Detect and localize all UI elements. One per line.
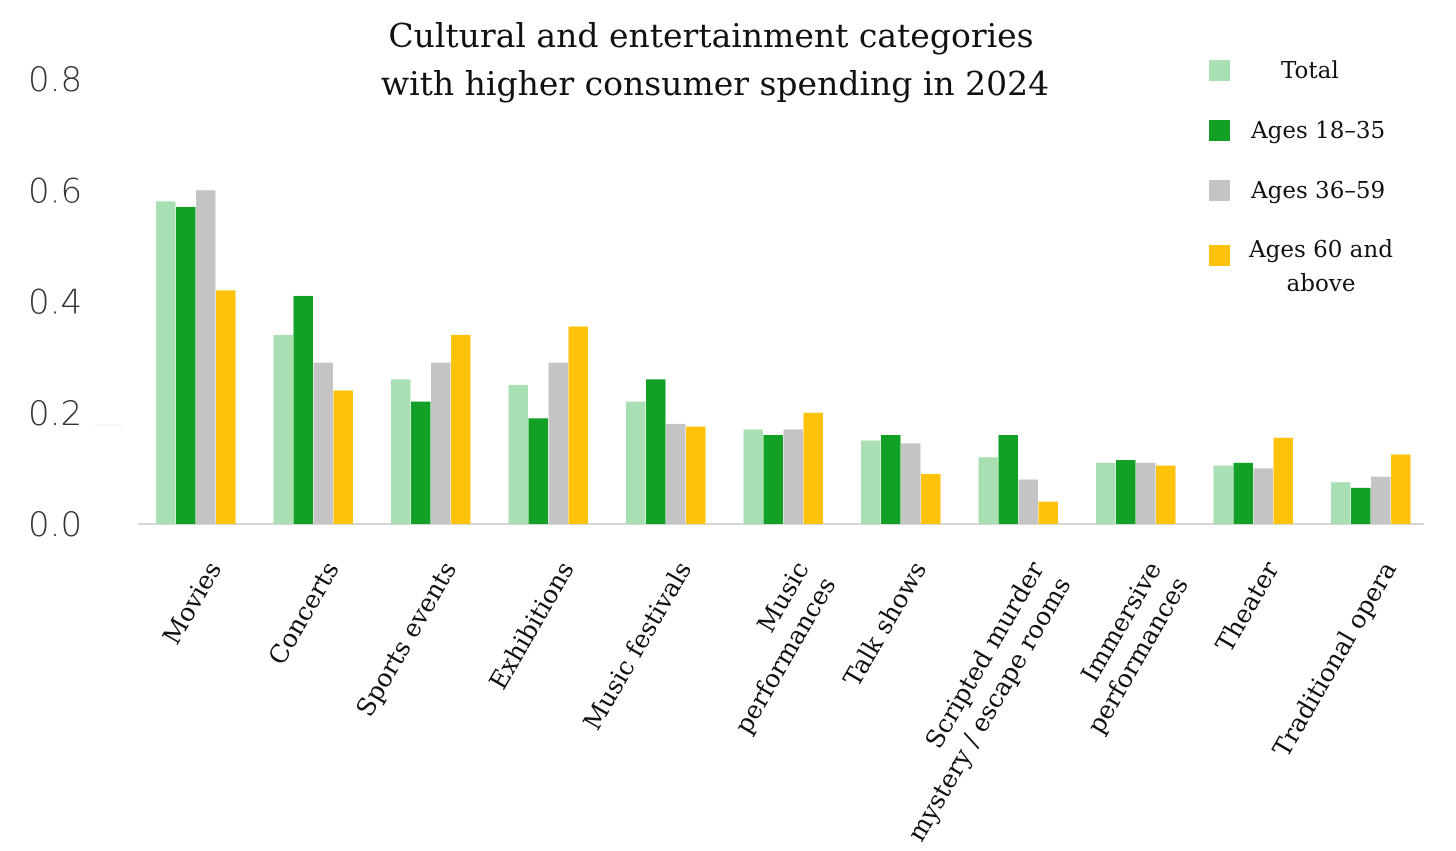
y-tick-label: 0.8 <box>28 60 82 100</box>
category-label: Exhibitions <box>483 557 579 695</box>
bar <box>1273 437 1293 524</box>
category-label: Immersiveperformances <box>1054 557 1194 739</box>
legend-swatch <box>1209 60 1230 81</box>
legend-label: Ages 36–59 <box>1250 178 1385 204</box>
bar <box>686 426 706 524</box>
bar <box>763 435 783 524</box>
y-tick-label: 0.2 <box>28 394 82 434</box>
bar <box>216 290 236 524</box>
category-label: Sports events <box>350 557 462 722</box>
category-labels: Movies Concerts Sports events ExhibitionsMu… <box>157 556 1402 846</box>
bar <box>568 326 588 524</box>
legend-label: Ages 18–35 <box>1250 118 1385 144</box>
category-label: Movies <box>157 557 227 650</box>
bar <box>176 206 196 524</box>
legend-label: Ages 60 and above <box>1248 237 1393 297</box>
bar <box>1331 482 1351 524</box>
bar <box>1136 462 1156 524</box>
bar <box>451 334 471 524</box>
bar <box>901 443 921 524</box>
legend-swatch <box>1209 245 1230 266</box>
category-label-line: Talk shows <box>838 557 933 692</box>
legend-swatch <box>1209 180 1230 201</box>
bar <box>978 457 998 524</box>
bar <box>1253 468 1273 524</box>
bar <box>508 384 528 524</box>
bar <box>1038 501 1058 524</box>
category-label-line: Concerts <box>263 557 345 670</box>
category-label: Concerts <box>263 557 345 670</box>
bar <box>431 362 451 524</box>
bar <box>411 401 431 524</box>
bar <box>1156 465 1176 524</box>
bar <box>1116 460 1136 524</box>
category-label: Talk shows <box>838 557 933 692</box>
chart-title-line-2: with higher consumer spending in 2024 <box>381 64 1049 103</box>
chart-title-line-1: Cultural and entertainment categories <box>388 16 1033 55</box>
bar <box>196 190 216 524</box>
legend: Total Ages 18–35 Ages 36–59 Ages 60 and abov… <box>1209 58 1393 297</box>
bar <box>921 473 941 524</box>
bar <box>273 334 293 524</box>
category-label: Music festivals <box>577 557 697 735</box>
bar <box>861 440 881 524</box>
category-label-line: Movies <box>157 557 227 650</box>
bar <box>881 435 901 524</box>
bar <box>1213 465 1233 524</box>
bar <box>293 295 313 524</box>
category-label-line: Sports events <box>350 557 462 722</box>
bar <box>156 201 176 524</box>
bar <box>626 401 646 524</box>
bar <box>1096 462 1116 524</box>
bar <box>313 362 333 524</box>
category-label-line: Music festivals <box>577 557 697 735</box>
chart-title: Cultural and entertainment categories wi… <box>381 16 1049 103</box>
bar <box>1018 479 1038 524</box>
category-label-line: mystery / escape rooms <box>902 572 1077 846</box>
bar <box>998 435 1018 524</box>
bars-group <box>156 190 1411 524</box>
bar <box>333 390 353 524</box>
legend-label-line: Ages 60 and <box>1248 237 1393 263</box>
bar <box>666 423 686 524</box>
bar <box>803 412 823 524</box>
bar <box>783 429 803 524</box>
category-label: Traditional opera <box>1267 556 1402 761</box>
category-label-line: Exhibitions <box>483 557 579 695</box>
legend-label: Total <box>1281 58 1339 84</box>
category-label: Theater <box>1210 556 1285 657</box>
bar <box>743 429 763 524</box>
y-tick-label: 0.6 <box>28 171 82 211</box>
bar <box>1233 462 1253 524</box>
bar <box>548 362 568 524</box>
bar <box>391 379 411 524</box>
bar <box>1391 454 1411 524</box>
y-tick-label: 0.0 <box>28 505 82 545</box>
y-axis: 0.0 0.2 0.4 0.6 0.8 <box>28 60 82 545</box>
legend-label-line: above <box>1287 271 1356 297</box>
legend-swatch <box>1209 120 1230 141</box>
category-label: Musicperformances <box>702 557 842 739</box>
bar <box>528 418 548 524</box>
bar <box>1351 487 1371 524</box>
category-label-line: Theater <box>1210 556 1285 657</box>
y-tick-label: 0.4 <box>28 283 82 323</box>
bar <box>646 379 666 524</box>
category-label-line: Traditional opera <box>1267 556 1402 761</box>
bar <box>1371 476 1391 524</box>
